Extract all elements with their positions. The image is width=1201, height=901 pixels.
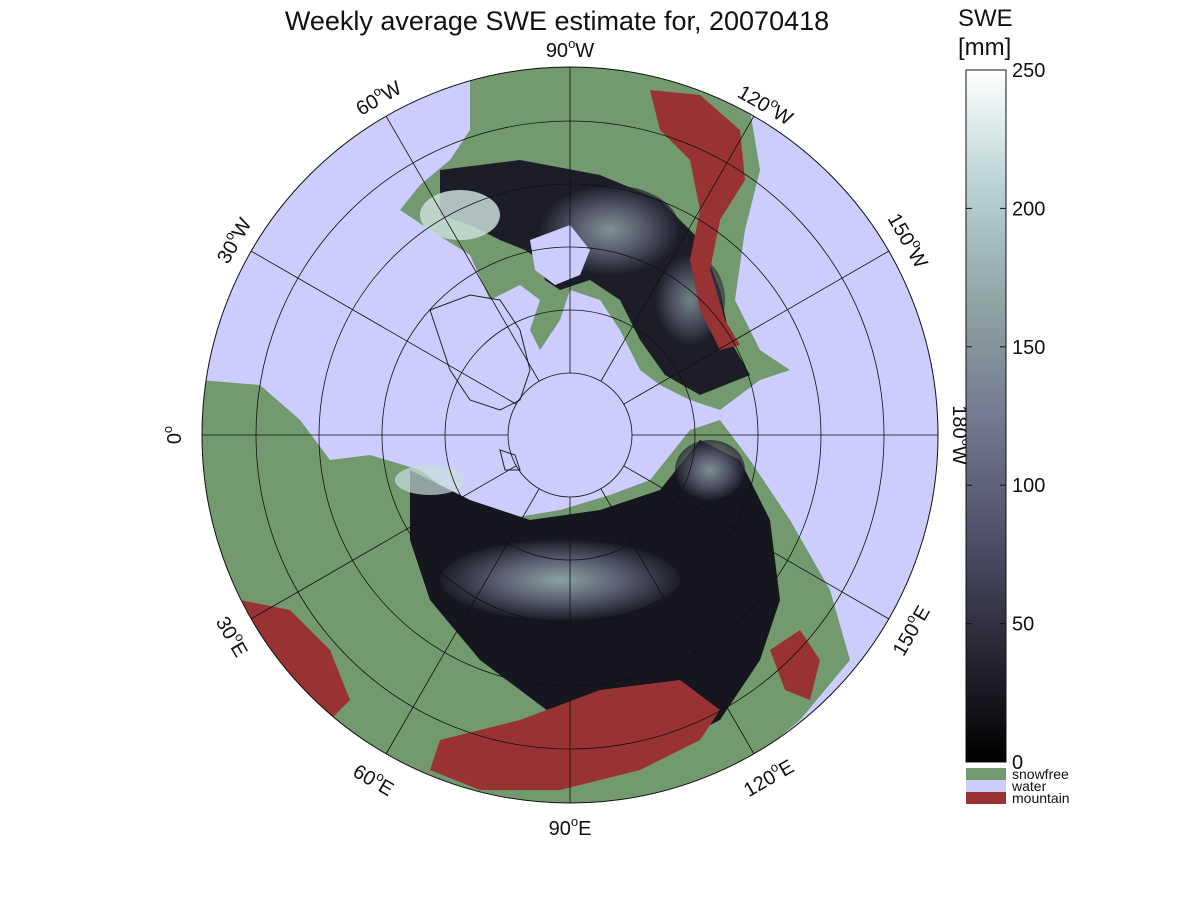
meridian-line xyxy=(600,488,755,755)
meridian-label: 90oE xyxy=(549,814,592,840)
meridian-label: 90oW xyxy=(546,36,594,62)
colorbar-tick-label: 200 xyxy=(1012,198,1045,220)
meridian-line xyxy=(600,115,755,382)
colorbar-ticks: 0 50 100 150 200 250 xyxy=(966,60,1045,774)
meridian-label: 30oE xyxy=(211,611,255,661)
meridian-label: 120oE xyxy=(738,752,798,801)
figure-title: Weekly average SWE estimate for, 2007041… xyxy=(285,6,829,36)
category-swatch-snowfree xyxy=(966,768,1006,780)
colorbar-tick-label: 50 xyxy=(1012,614,1034,636)
meridian-line xyxy=(385,488,540,755)
map-border xyxy=(201,66,939,804)
svalbard-outline xyxy=(499,449,521,471)
meridian-line xyxy=(623,250,890,405)
east-asia-mountain xyxy=(770,630,820,700)
meridian-label: 60oE xyxy=(349,757,399,801)
swe-high-labrador xyxy=(420,190,500,240)
colorbar-tick-label: 100 xyxy=(1012,475,1045,497)
colorbar-gradient xyxy=(965,69,1007,763)
rockies-mountain xyxy=(650,90,745,350)
meridian-line xyxy=(250,465,517,620)
swe-high-scandinavia xyxy=(395,465,465,495)
category-swatch-mountain xyxy=(966,792,1006,804)
swe-high-siberia xyxy=(440,540,680,620)
colorbar-tick-label: 150 xyxy=(1012,337,1045,359)
category-label-mountain: mountain xyxy=(1012,790,1070,806)
meridian-line xyxy=(385,115,540,382)
graticule xyxy=(202,67,938,803)
meridian-line xyxy=(623,465,890,620)
himalaya-mountain xyxy=(430,680,720,790)
colorbar-unit: [mm] xyxy=(958,34,1011,61)
colorbar: SWE [mm] 0 50 100 150 200 250 snowfreewatermo… xyxy=(958,5,1070,806)
colorbar-title: SWE xyxy=(958,5,1013,32)
hudson-bay xyxy=(530,225,590,285)
colorbar-tick-label: 250 xyxy=(1012,60,1045,82)
europe-mountain xyxy=(240,600,350,720)
category-swatch-water xyxy=(966,780,1006,792)
meridian-line xyxy=(250,250,517,405)
colorbar-tick-label: 0 xyxy=(1012,752,1023,774)
category-label-water: water xyxy=(1011,778,1047,794)
swe-high-east-siberia xyxy=(675,440,745,500)
greenland-outline xyxy=(429,294,531,411)
meridian-label: 0o xyxy=(160,426,186,444)
category-label-snowfree: snowfree xyxy=(1012,766,1069,782)
polar-map: 90oW 120oW 150oW 180oW 150oE 120oE 90oE … xyxy=(160,36,974,840)
